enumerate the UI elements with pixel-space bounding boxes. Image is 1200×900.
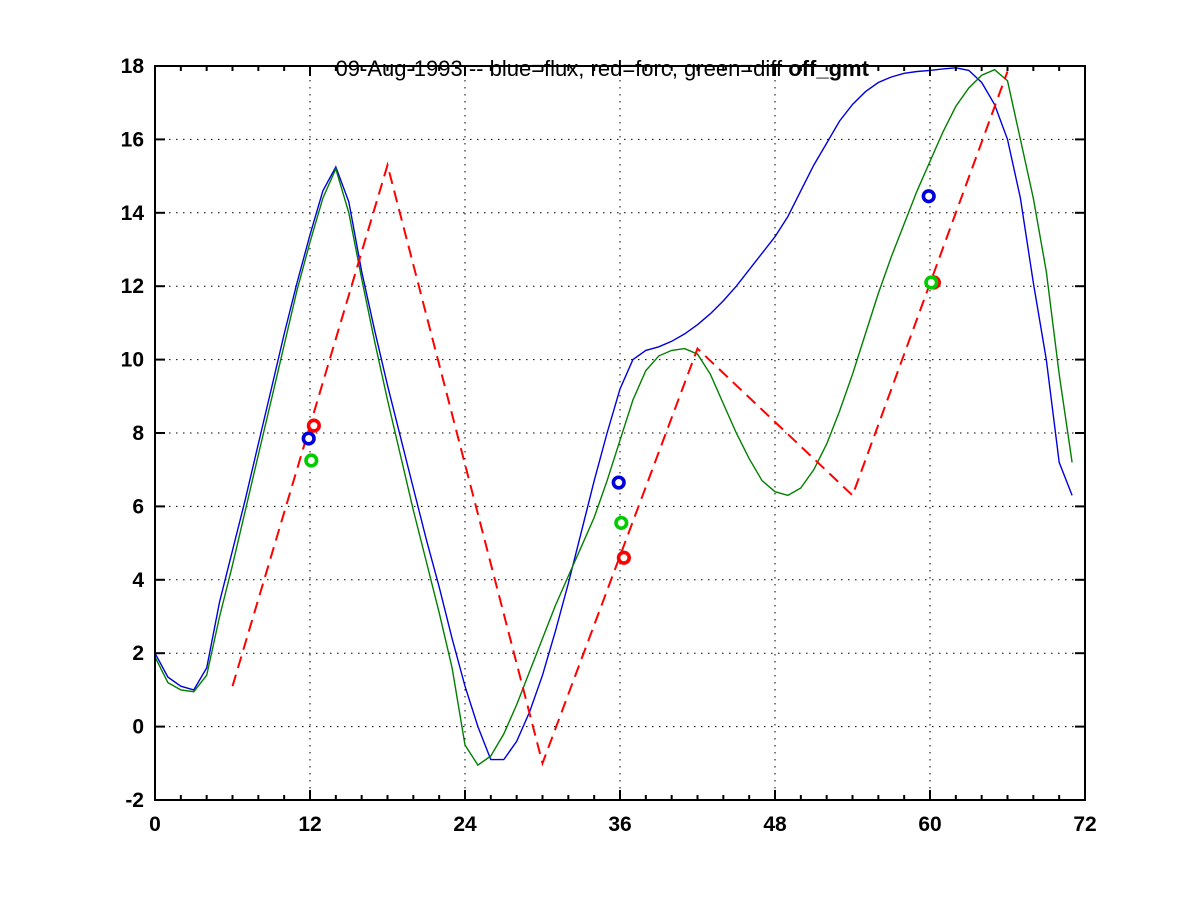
y-tick-label: 2 bbox=[132, 642, 144, 665]
x-tick-label: 48 bbox=[763, 813, 787, 836]
x-tick-label: 12 bbox=[298, 813, 321, 836]
y-tick-label: 10 bbox=[121, 349, 144, 372]
forc-obs-marker bbox=[306, 418, 321, 433]
series-flux-line bbox=[154, 67, 1073, 761]
y-tick-label: 8 bbox=[132, 422, 144, 445]
diff-obs-marker bbox=[614, 515, 629, 531]
y-tick-label: 4 bbox=[132, 569, 144, 592]
flux-obs-marker bbox=[611, 475, 626, 490]
diff-obs-marker bbox=[304, 453, 319, 468]
flux-obs-marker bbox=[301, 431, 316, 446]
series-diff-line bbox=[154, 68, 1073, 767]
chart-title-main: 09-Aug-1993 -- blue=flux, red=forc, gree… bbox=[335, 56, 783, 81]
diff-obs-marker bbox=[924, 275, 939, 290]
x-tick-label: 72 bbox=[1073, 813, 1096, 836]
forc-obs-marker bbox=[616, 550, 631, 565]
x-tick-label: 60 bbox=[918, 813, 941, 836]
y-tick-label: 6 bbox=[132, 495, 144, 518]
flux-obs-marker bbox=[921, 189, 936, 204]
chart-title: 09-Aug-1993 -- blue=flux, red=forc, gree… bbox=[0, 30, 1180, 108]
y-tick-label: 16 bbox=[121, 128, 144, 151]
y-tick-label: 18 bbox=[121, 55, 145, 78]
y-tick-label: 12 bbox=[121, 275, 144, 298]
x-tick-label: 24 bbox=[453, 813, 477, 836]
x-tick-label: 0 bbox=[149, 813, 161, 836]
y-tick-label: 0 bbox=[132, 716, 144, 739]
x-tick-label: 36 bbox=[608, 813, 631, 836]
y-tick-label: -2 bbox=[125, 789, 144, 812]
y-tick-label: 14 bbox=[121, 202, 145, 225]
